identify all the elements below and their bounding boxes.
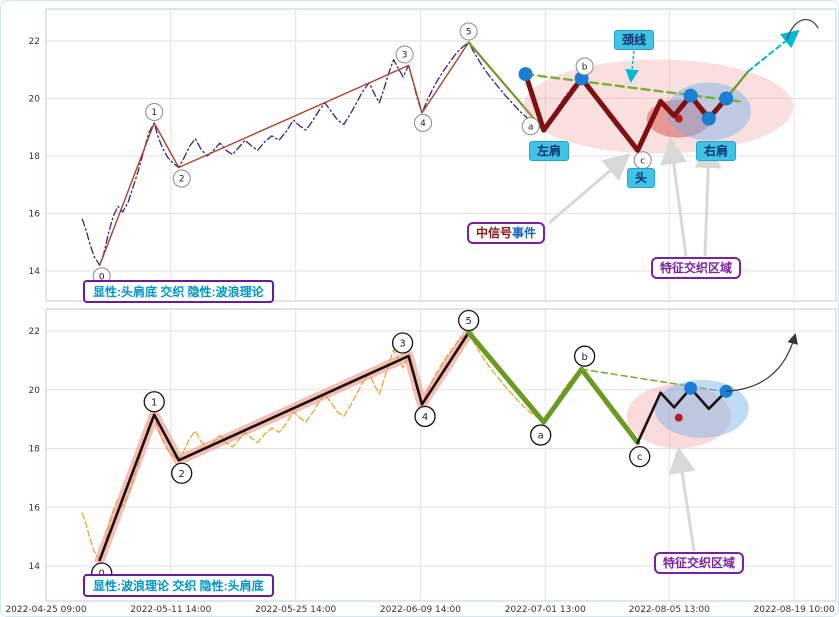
y-tick-label: 18 [29,152,41,162]
wave-marker-text: 3 [402,51,408,61]
wave-marker-circle [395,45,414,64]
mid-signal-primary-text: 中信号 [475,226,512,240]
wave-marker-circle [530,424,552,446]
wave-marker-circle [145,102,164,121]
annotation-arrow [668,446,696,552]
y-tick-label: 16 [29,503,41,513]
wave-marker-text: c [640,156,645,166]
projection-curl [786,18,819,40]
y-tick-label: 14 [29,562,41,572]
wave-marker-text: b [582,63,588,73]
x-tick-label: 2022-05-25 14:00 [255,605,336,615]
head-label: 头 [626,168,656,188]
mid-signal-event-label: 中信号事件 [466,222,546,244]
pattern-point-dots [719,91,734,106]
pattern-point-dots [701,111,716,126]
x-tick-label: 2022-06-09 14:00 [380,605,461,615]
correction-path-green [466,330,641,446]
pattern-point-dots [684,381,698,395]
y-tick-label: 16 [29,210,41,220]
wave-marker-text: c [637,452,643,463]
impulse-band [94,327,474,566]
feature-zone-label-bottom: 特征交织区域 [653,552,745,574]
hidden-neckline-dashed [580,368,733,394]
wave-marker-text: 3 [399,339,405,350]
y-tick-label: 18 [29,445,41,455]
wave-marker-text: 1 [151,397,157,408]
pattern-point-dots [518,67,533,82]
wave-marker-circle [521,117,540,136]
annotation-arrow [548,153,631,225]
projection-dashed [747,29,800,73]
interweave-ellipse-blue [654,379,749,438]
x-tick-label: 2022-04-25 09:00 [5,605,86,615]
right-shoulder-label: 右肩 [695,141,737,161]
wave-marker-circle [573,345,596,367]
wave-marker-text: 2 [179,175,185,185]
wave-marker-circle [143,391,165,413]
signal-center-dot [674,413,683,422]
mid-signal-secondary-text: 事件 [512,226,537,240]
explicit-implicit-legend-bottom: 显性:波浪理论 交织 隐性:头肩底 [83,574,274,597]
head-shoulders-path [523,71,729,153]
y-tick-label: 14 [29,267,41,277]
wave-marker-circle [172,169,191,188]
wave-marker-text: a [538,431,544,442]
wave-marker-text: 4 [420,119,426,129]
panel-border [45,308,837,602]
y-tick-label: 22 [29,327,40,337]
wave-marker-text: 4 [422,412,428,423]
wave-marker-circle [414,113,433,132]
wave-marker-text: 5 [466,28,472,38]
feature-zone-label-top: 特征交织区域 [650,257,742,279]
price-line-bottom [81,331,727,561]
wave-marker-circle [171,462,193,484]
right-shoulder-path-black [636,386,728,444]
y-tick-label: 20 [29,386,41,396]
explicit-implicit-legend-top: 显性:头肩底 交织 隐性:波浪理论 [83,280,274,303]
projection-curve [726,333,798,392]
x-tick-label: 2022-05-11 14:00 [130,605,211,615]
wave-marker-text: 2 [179,469,185,480]
wave-a-line [467,41,545,132]
wave-marker-circle [414,405,436,428]
wave-marker-circle [391,332,414,354]
wave-marker-text: 1 [151,108,157,118]
signal-center-dot [674,114,683,123]
annotation-arrow [694,141,722,257]
left-shoulder-label: 左肩 [528,141,570,161]
wave-marker-circle [629,445,651,468]
wave-path-thin [98,41,470,266]
wave-marker-circle [457,309,480,332]
pattern-point-dots [683,88,698,103]
wave-marker-text: b [581,352,587,363]
wave-marker-circle [575,57,594,76]
y-tick-label: 22 [29,37,40,47]
neckline-dashed [524,72,741,103]
x-tick-label: 2022-07-01 13:00 [505,605,586,615]
impulse-path-black [98,331,471,562]
y-tick-label: 20 [29,95,41,105]
panel-border [45,8,837,302]
x-tick-label: 2022-08-19 10:00 [754,605,835,615]
wave-marker-text: 5 [465,316,471,327]
wave-marker-circle [459,22,478,41]
x-tick-label: 2022-08-05 13:00 [629,605,710,615]
annotation-arrow [660,137,688,257]
wave-marker-text: 0 [99,272,105,282]
wave-marker-text: a [528,122,534,132]
neckline-label: 颈线 [613,30,655,50]
